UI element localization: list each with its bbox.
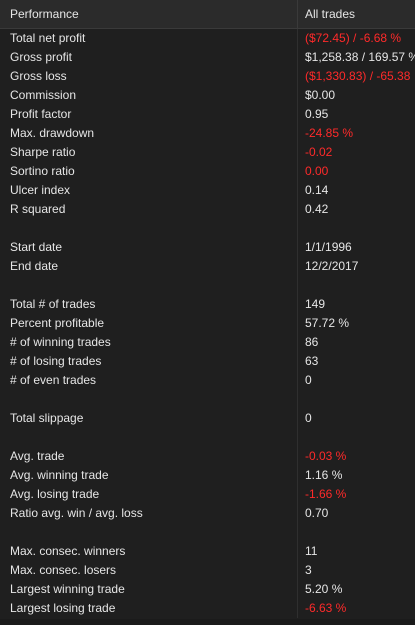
header-performance[interactable]: Performance	[0, 0, 298, 28]
table-row: Avg. winning trade 1.16 %	[0, 466, 415, 485]
row-label: Max. consec. losers	[0, 561, 298, 580]
row-label: Ratio avg. win / avg. loss	[0, 504, 298, 523]
row-value: 0.42	[305, 202, 329, 216]
row-value: -0.03 %	[305, 449, 347, 463]
row-label: R squared	[0, 200, 298, 219]
row-label: Max. drawdown	[0, 124, 298, 143]
table-row: Gross loss ($1,330.83) / -65.38	[0, 67, 415, 86]
table-row: Largest winning trade 5.20 %	[0, 580, 415, 599]
row-value: -0.02	[305, 145, 333, 159]
row-value: 12/2/2017	[305, 259, 359, 273]
row-label: Gross profit	[0, 48, 298, 67]
row-label	[0, 390, 298, 409]
row-label: Largest losing trade	[0, 599, 298, 618]
row-label: Avg. winning trade	[0, 466, 298, 485]
row-label: End date	[0, 257, 298, 276]
row-value: -24.85 %	[305, 126, 354, 140]
table-row	[0, 276, 415, 295]
row-value: 57.72 %	[305, 316, 350, 330]
table-row: # of losing trades 63	[0, 352, 415, 371]
row-label: Start date	[0, 238, 298, 257]
row-value: 0.14	[305, 183, 329, 197]
row-label: Commission	[0, 86, 298, 105]
table-row: Start date 1/1/1996	[0, 238, 415, 257]
row-value: 149	[305, 297, 326, 311]
panel-bottom-edge	[0, 619, 415, 625]
row-label: Total net profit	[0, 29, 298, 48]
row-value	[298, 276, 415, 295]
table-row: Largest losing trade -6.63 %	[0, 599, 415, 618]
table-row: Sortino ratio 0.00	[0, 162, 415, 181]
row-value: 5.20 %	[305, 582, 343, 596]
table-row	[0, 390, 415, 409]
row-value: -1.66 %	[305, 487, 347, 501]
row-value: 3	[305, 563, 312, 577]
table-row: Max. consec. losers 3	[0, 561, 415, 580]
row-label: # of losing trades	[0, 352, 298, 371]
table-row: Ulcer index 0.14	[0, 181, 415, 200]
row-label: Gross loss	[0, 67, 298, 86]
row-label: Sharpe ratio	[0, 143, 298, 162]
row-label: Percent profitable	[0, 314, 298, 333]
row-value: 0.00	[305, 164, 329, 178]
table-row	[0, 428, 415, 447]
row-label: Avg. trade	[0, 447, 298, 466]
table-row: Percent profitable 57.72 %	[0, 314, 415, 333]
row-value: 1.16 %	[305, 468, 343, 482]
header-all-trades[interactable]: All trades	[305, 7, 356, 21]
table-row	[0, 523, 415, 542]
row-value: 86	[305, 335, 319, 349]
row-label: # of even trades	[0, 371, 298, 390]
row-label	[0, 219, 298, 238]
table-header: Performance All trades	[0, 0, 415, 29]
row-label: Largest winning trade	[0, 580, 298, 599]
row-label: Avg. losing trade	[0, 485, 298, 504]
row-value	[298, 219, 415, 238]
row-value: 0	[305, 373, 312, 387]
row-label: # of winning trades	[0, 333, 298, 352]
row-label: Profit factor	[0, 105, 298, 124]
table-row: Total net profit ($72.45) / -6.68 %	[0, 29, 415, 48]
row-value	[298, 428, 415, 447]
table-row: Gross profit $1,258.38 / 169.57 %	[0, 48, 415, 67]
row-label	[0, 276, 298, 295]
table-row: Profit factor 0.95	[0, 105, 415, 124]
row-value: 0.70	[305, 506, 329, 520]
row-value: 11	[305, 544, 318, 558]
row-value: ($72.45) / -6.68 %	[305, 31, 402, 45]
table-row: Avg. trade -0.03 %	[0, 447, 415, 466]
row-value: ($1,330.83) / -65.38	[305, 69, 411, 83]
row-value: 1/1/1996	[305, 240, 352, 254]
table-row: End date 12/2/2017	[0, 257, 415, 276]
row-value: 0	[305, 411, 312, 425]
table-row: Avg. losing trade -1.66 %	[0, 485, 415, 504]
row-label: Total # of trades	[0, 295, 298, 314]
row-value	[298, 523, 415, 542]
performance-rows: Total net profit ($72.45) / -6.68 % Gross …	[0, 29, 415, 618]
row-value: $0.00	[305, 88, 336, 102]
table-row: Max. drawdown -24.85 %	[0, 124, 415, 143]
row-value: 63	[305, 354, 319, 368]
table-row: Sharpe ratio -0.02	[0, 143, 415, 162]
table-row: Commission $0.00	[0, 86, 415, 105]
row-label: Total slippage	[0, 409, 298, 428]
row-label	[0, 523, 298, 542]
table-row: # of even trades 0	[0, 371, 415, 390]
row-value	[298, 390, 415, 409]
row-value: -6.63 %	[305, 601, 347, 615]
table-row: Max. consec. winners 11	[0, 542, 415, 561]
table-row	[0, 219, 415, 238]
table-row: Total # of trades 149	[0, 295, 415, 314]
table-row: Total slippage 0	[0, 409, 415, 428]
row-value: $1,258.38 / 169.57 %	[305, 50, 415, 64]
row-label: Max. consec. winners	[0, 542, 298, 561]
row-label: Ulcer index	[0, 181, 298, 200]
table-row: R squared 0.42	[0, 200, 415, 219]
row-label: Sortino ratio	[0, 162, 298, 181]
table-row: Ratio avg. win / avg. loss 0.70	[0, 504, 415, 523]
row-value: 0.95	[305, 107, 329, 121]
table-row: # of winning trades 86	[0, 333, 415, 352]
row-label	[0, 428, 298, 447]
